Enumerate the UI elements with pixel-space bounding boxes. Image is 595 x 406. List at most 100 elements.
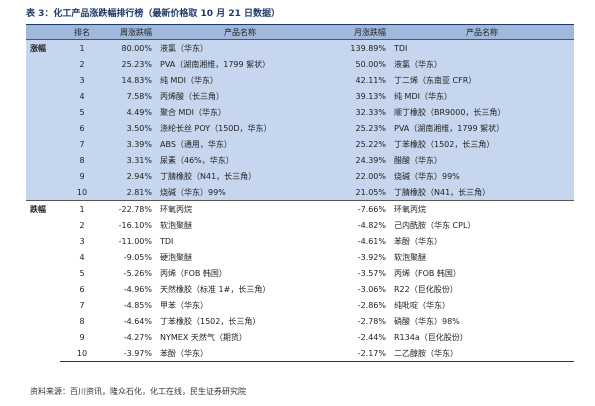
table-cell: 丁腈橡胶（N41，长三角） bbox=[390, 184, 574, 201]
table-cell: 1 bbox=[60, 200, 104, 217]
table-cell: -4.96% bbox=[123, 284, 152, 294]
table-cell: -3.06% bbox=[357, 284, 386, 294]
table-row: 跌幅 1 -22.78% 环氧丙烷 -7.66% 环氧丙烷 bbox=[26, 200, 574, 362]
table-row: 7 3.39% ABS（通用，华东） 25.22% 丁苯橡胶（1502，长三角） bbox=[26, 136, 574, 152]
table-cell: 4 bbox=[60, 88, 104, 104]
table-cell: 硬泡聚醚 bbox=[160, 252, 192, 262]
table-cell: 天然橡胶（标准 1#，长三角） bbox=[160, 284, 271, 294]
table-cell: 25.22% bbox=[324, 136, 390, 152]
table-cell: 烧碱（华东）99% bbox=[156, 184, 324, 201]
table-cell: PVA（湖南湘维，1799 絮状） bbox=[390, 120, 574, 136]
table-row: 9 2.94% 丁腈橡胶（N41，长三角） 22.00% 烧碱（华东）99% bbox=[26, 168, 574, 184]
table-cell: R134a（巨化股份） bbox=[394, 332, 468, 342]
table-cell: 9 bbox=[79, 332, 85, 342]
table-row: 5 -5.26% 丙烯（FOB 韩国） -3.57% 丙烯（FOB 韩国） bbox=[26, 265, 574, 281]
table-cell: 6 bbox=[60, 120, 104, 136]
table-section: 跌幅 1 -22.78% 环氧丙烷 -7.66% 环氧丙烷 2 -16.10% 软泡聚醚 -4.8… bbox=[26, 200, 574, 362]
table-cell: 3.31% bbox=[104, 152, 156, 168]
table-cell: 2 bbox=[79, 220, 85, 230]
header-cell: 产品名称 bbox=[390, 24, 574, 40]
table-row: 2 25.23% PVA（湖南湘维，1799 絮状） 50.00% 液氯（华东） bbox=[26, 56, 574, 72]
table-cell: 4 bbox=[79, 252, 85, 262]
table-cell: 80.00% bbox=[104, 39, 156, 56]
table-cell: 21.05% bbox=[324, 184, 390, 201]
header-cell: 周涨跌幅 bbox=[104, 24, 156, 40]
table-row: 10 -3.97% 苯酚（华东） -2.17% 二乙醇胺（华东） bbox=[26, 345, 574, 362]
table-cell: 2.94% bbox=[104, 168, 156, 184]
table-cell: 软泡聚醚 bbox=[394, 252, 426, 262]
table-cell: 42.11% bbox=[324, 72, 390, 88]
table-cell: 甲苯（华东） bbox=[160, 300, 208, 310]
header-row: 排名 周涨跌幅 产品名称 月涨跌幅 产品名称 bbox=[26, 24, 574, 40]
table-cell: 丁二烯（东南亚 CFR） bbox=[390, 72, 574, 88]
table-cell: -16.10% bbox=[118, 220, 152, 230]
table-row: 7 -4.85% 甲苯（华东） -2.86% 纯吡啶（华东） bbox=[26, 297, 574, 313]
table-cell: 硝酸（华东）98% bbox=[394, 316, 460, 326]
table-cell: 丁腈橡胶（N41，长三角） bbox=[156, 168, 324, 184]
table-cell: 苯酚（华东） bbox=[394, 236, 442, 246]
table-cell: -9.05% bbox=[123, 252, 152, 262]
table-cell: 二乙醇胺（华东） bbox=[390, 345, 574, 362]
table-cell: -2.17% bbox=[324, 345, 390, 362]
table-row: 9 -4.27% NYMEX 天然气（期货） -2.44% R134a（巨化股份） bbox=[26, 329, 574, 345]
table-cell: 涤纶长丝 POY（150D，华东） bbox=[156, 120, 324, 136]
table-cell: 尿素（46%，华东） bbox=[156, 152, 324, 168]
table-cell: R22（巨化股份） bbox=[394, 284, 458, 294]
table-cell: 6 bbox=[79, 284, 85, 294]
table-cell: 纯 MDI（华东） bbox=[156, 72, 324, 88]
table-cell: 139.89% bbox=[324, 39, 390, 56]
header-cell: 月涨跌幅 bbox=[324, 24, 390, 40]
table-cell: 丁苯橡胶（1502，长三角） bbox=[160, 316, 261, 326]
table-cell: 1 bbox=[60, 39, 104, 56]
header-cell: 产品名称 bbox=[156, 24, 324, 40]
table-cell: -5.26% bbox=[123, 268, 152, 278]
table-cell: 纯 MDI（华东） bbox=[390, 88, 574, 104]
table-cell: -4.85% bbox=[123, 300, 152, 310]
table-row: 2 -16.10% 软泡聚醚 -4.82% 己内酰胺（华东 CPL） bbox=[26, 217, 574, 233]
table-cell: -22.78% bbox=[104, 200, 156, 217]
table-cell: 丙烯（FOB 韩国） bbox=[394, 268, 461, 278]
table-row: 6 3.50% 涤纶长丝 POY（150D，华东） 25.23% PVA（湖南湘维，17… bbox=[26, 120, 574, 136]
table-row: 3 14.83% 纯 MDI（华东） 42.11% 丁二烯（东南亚 CFR） bbox=[26, 72, 574, 88]
table-cell: -4.82% bbox=[357, 220, 386, 230]
table-cell: 8 bbox=[60, 152, 104, 168]
table-cell: 纯吡啶（华东） bbox=[394, 300, 450, 310]
table-cell: 醋酸（华东） bbox=[390, 152, 574, 168]
table-cell: 14.83% bbox=[104, 72, 156, 88]
section-label: 跌幅 bbox=[26, 200, 60, 362]
table-cell: 50.00% bbox=[324, 56, 390, 72]
table-row: 8 -4.64% 丁苯橡胶（1502，长三角） -2.78% 硝酸（华东）98% bbox=[26, 313, 574, 329]
table-cell: PVA（湖南湘维，1799 絮状） bbox=[156, 56, 324, 72]
table-cell: 3.50% bbox=[104, 120, 156, 136]
table-cell: -2.44% bbox=[357, 332, 386, 342]
table-cell: 5 bbox=[60, 104, 104, 120]
table-cell: 4.49% bbox=[104, 104, 156, 120]
table-row: 10 2.81% 烧碱（华东）99% 21.05% 丁腈橡胶（N41，长三角） bbox=[26, 184, 574, 201]
table-cell: 7 bbox=[79, 300, 85, 310]
table-row: 6 -4.96% 天然橡胶（标准 1#，长三角） -3.06% R22（巨化股份） bbox=[26, 281, 574, 297]
table-cell: -3.92% bbox=[357, 252, 386, 262]
table-cell: -11.00% bbox=[118, 236, 152, 246]
table-cell: 32.33% bbox=[324, 104, 390, 120]
table-row: 4 -9.05% 硬泡聚醚 -3.92% 软泡聚醚 bbox=[26, 249, 574, 265]
section-label: 涨幅 bbox=[26, 39, 60, 201]
table-cell: 3.39% bbox=[104, 136, 156, 152]
table-header: 排名 周涨跌幅 产品名称 月涨跌幅 产品名称 bbox=[26, 24, 574, 40]
table-cell: 8 bbox=[79, 316, 85, 326]
table-cell: 2 bbox=[60, 56, 104, 72]
table-cell: 软泡聚醚 bbox=[160, 220, 192, 230]
table-cell: -2.86% bbox=[357, 300, 386, 310]
table-section: 涨幅 1 80.00% 液氯（华东） 139.89% TDI 2 25.23% PVA（湖南湘维… bbox=[26, 39, 574, 201]
table-cell: 3 bbox=[60, 72, 104, 88]
table-cell: ABS（通用，华东） bbox=[156, 136, 324, 152]
table-cell: 聚合 MDI（华东） bbox=[156, 104, 324, 120]
table-cell: TDI bbox=[390, 39, 574, 56]
table-cell: 液氯（华东） bbox=[390, 56, 574, 72]
table-cell: 环氧丙烷 bbox=[156, 200, 324, 217]
table-cell: 25.23% bbox=[324, 120, 390, 136]
header-cell bbox=[26, 24, 60, 40]
table-cell: 10 bbox=[60, 184, 104, 201]
table-cell: NYMEX 天然气（期货） bbox=[160, 332, 247, 342]
table-cell: 3 bbox=[79, 236, 85, 246]
